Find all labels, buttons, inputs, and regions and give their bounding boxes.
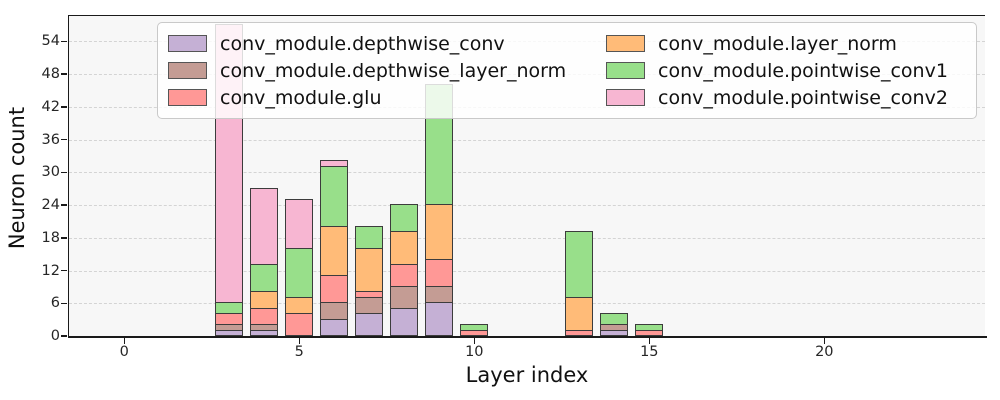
bar-segment-layer6-glu xyxy=(320,274,349,304)
x-tick-label: 5 xyxy=(294,344,304,360)
bar-segment-layer8-depthwise_layer_norm xyxy=(390,285,419,309)
y-tick-label: 6 xyxy=(50,295,60,312)
bar-segment-layer10-pointwise_conv1 xyxy=(460,324,489,331)
bar-segment-layer13-layer_norm xyxy=(565,296,594,331)
bar-segment-layer13-pointwise_conv1 xyxy=(565,231,594,298)
bar-segment-layer8-depthwise_conv xyxy=(390,307,419,336)
bar-segment-layer4-pointwise_conv1 xyxy=(250,264,279,293)
y-tick-label: 18 xyxy=(41,229,60,246)
x-tick-mark xyxy=(298,338,301,344)
y-tick-mark xyxy=(61,106,67,108)
gridline-y-18 xyxy=(69,237,985,239)
legend-item-pointwise-conv1: conv_module.pointwise_conv1 xyxy=(606,60,966,82)
bar-segment-layer5-pointwise_conv1 xyxy=(285,247,314,298)
bar-segment-layer8-pointwise_conv1 xyxy=(390,204,419,233)
x-tick-mark xyxy=(648,338,651,344)
legend-item-pointwise-conv2: conv_module.pointwise_conv2 xyxy=(606,87,966,109)
y-tick-label: 0 xyxy=(50,328,60,344)
bar-segment-layer6-layer_norm xyxy=(320,225,349,276)
bar-segment-layer8-glu xyxy=(390,264,419,287)
bar-segment-layer6-pointwise_conv2 xyxy=(320,160,349,167)
bar-segment-layer9-depthwise_conv xyxy=(425,302,454,336)
y-axis-label: Neuron count xyxy=(5,106,29,250)
legend-label: conv_module.layer_norm xyxy=(658,32,897,55)
legend-item-depthwise-layer-norm: conv_module.depthwise_layer_norm xyxy=(168,60,606,82)
gridline-y-12 xyxy=(69,270,985,272)
y-tick-mark xyxy=(61,237,67,239)
chart-legend: conv_module.depthwise_conv conv_module.d… xyxy=(157,22,977,119)
bar-segment-layer4-pointwise_conv2 xyxy=(250,187,279,266)
x-tick-mark xyxy=(473,338,476,344)
bar-segment-layer5-pointwise_conv2 xyxy=(285,198,314,249)
bar-segment-layer3-glu xyxy=(215,313,244,326)
bar-segment-layer4-layer_norm xyxy=(250,291,279,309)
legend-label: conv_module.depthwise_conv xyxy=(220,32,505,55)
bar-segment-layer6-depthwise_conv xyxy=(320,318,349,336)
legend-swatch-icon xyxy=(606,62,645,79)
bar-segment-layer7-depthwise_layer_norm xyxy=(355,296,384,315)
x-tick-mark xyxy=(823,338,826,344)
legend-label: conv_module.glu xyxy=(220,86,382,109)
legend-label: conv_module.pointwise_conv2 xyxy=(658,86,948,109)
axis-spine-top xyxy=(69,15,985,17)
bar-segment-layer6-depthwise_layer_norm xyxy=(320,302,349,320)
legend-swatch-icon xyxy=(606,35,645,52)
bar-segment-layer9-layer_norm xyxy=(425,204,454,260)
bar-segment-layer5-glu xyxy=(285,313,314,336)
bar-segment-layer14-pointwise_conv1 xyxy=(600,313,629,326)
x-tick-label: 10 xyxy=(465,344,484,360)
bar-segment-layer7-pointwise_conv1 xyxy=(355,225,384,249)
bar-segment-layer9-depthwise_layer_norm xyxy=(425,285,454,304)
y-tick-label: 30 xyxy=(41,164,60,181)
legend-label: conv_module.depthwise_layer_norm xyxy=(220,59,567,82)
bar-segment-layer4-glu xyxy=(250,307,279,326)
legend-swatch-icon xyxy=(168,35,207,52)
y-tick-mark xyxy=(61,269,67,272)
bar-segment-layer7-layer_norm xyxy=(355,247,384,293)
legend-label: conv_module.pointwise_conv1 xyxy=(658,59,948,82)
gridline-y-24 xyxy=(69,205,985,206)
bar-segment-layer7-depthwise_conv xyxy=(355,313,384,336)
y-tick-label: 12 xyxy=(41,262,60,279)
x-tick-label: 20 xyxy=(815,344,834,360)
x-tick-label: 15 xyxy=(640,344,659,360)
gridline-y-6 xyxy=(69,303,985,305)
y-tick-mark xyxy=(61,73,67,75)
x-tick-mark xyxy=(123,338,126,344)
bar-segment-layer8-layer_norm xyxy=(390,231,419,266)
bar-segment-layer5-layer_norm xyxy=(285,296,314,315)
y-tick-label: 42 xyxy=(41,98,60,115)
axis-spine-left xyxy=(67,15,70,337)
axis-spine-bottom xyxy=(67,336,987,338)
legend-swatch-icon xyxy=(168,89,207,106)
y-tick-mark xyxy=(61,40,67,42)
y-tick-mark xyxy=(61,335,67,337)
y-tick-label: 24 xyxy=(41,197,60,213)
legend-item-depthwise-conv: conv_module.depthwise_conv xyxy=(168,33,606,55)
bar-segment-layer15-pointwise_conv1 xyxy=(635,324,664,331)
legend-swatch-icon xyxy=(168,62,207,79)
legend-item-glu: conv_module.glu xyxy=(168,87,606,109)
y-tick-mark xyxy=(61,204,67,206)
y-tick-mark xyxy=(61,302,67,304)
gridline-y-36 xyxy=(69,139,985,141)
y-tick-label: 48 xyxy=(41,66,60,82)
x-axis-label: Layer index xyxy=(465,363,589,387)
y-tick-label: 36 xyxy=(41,131,60,148)
y-tick-mark xyxy=(61,138,67,141)
x-tick-label: 0 xyxy=(119,344,129,360)
bar-segment-layer6-pointwise_conv1 xyxy=(320,165,349,227)
legend-swatch-icon xyxy=(606,89,645,106)
gridline-y-30 xyxy=(69,172,985,174)
y-tick-mark xyxy=(61,171,67,173)
bar-segment-layer3-pointwise_conv1 xyxy=(215,302,244,315)
legend-item-layer-norm: conv_module.layer_norm xyxy=(606,33,966,55)
y-tick-label: 54 xyxy=(41,33,60,50)
bar-segment-layer9-glu xyxy=(425,258,454,287)
